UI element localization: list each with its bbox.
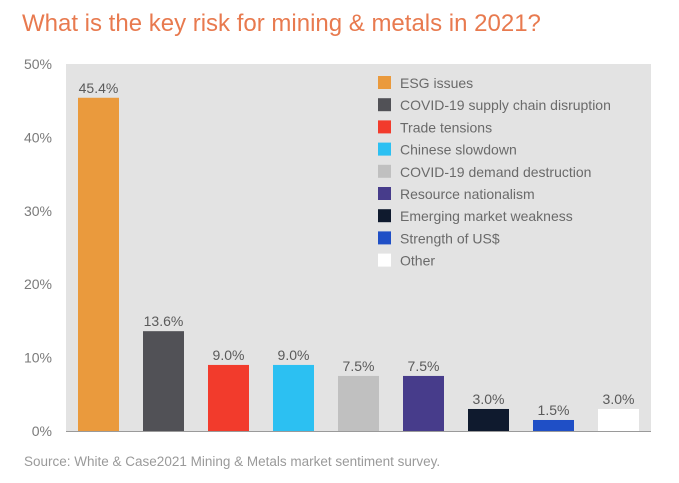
data-label: 45.4% [79, 80, 119, 96]
legend-swatch [378, 76, 391, 89]
y-tick-label: 10% [24, 350, 52, 366]
legend-swatch [378, 209, 391, 223]
legend-label: Resource nationalism [400, 186, 535, 202]
data-label: 1.5% [538, 402, 570, 418]
bar [533, 419, 574, 431]
y-tick-label: 0% [32, 423, 52, 439]
y-tick-label: 50% [24, 56, 52, 72]
legend-label: COVID-19 demand destruction [400, 164, 591, 180]
data-label: 9.0% [213, 347, 245, 363]
legend-label: Other [400, 253, 435, 269]
data-label: 3.0% [473, 391, 505, 407]
data-label: 9.0% [278, 347, 310, 363]
bar [143, 331, 184, 431]
legend-label: Chinese slowdown [400, 142, 517, 158]
y-tick-label: 20% [24, 276, 52, 292]
legend-label: COVID-19 supply chain disruption [400, 97, 611, 113]
y-tick-label: 30% [24, 203, 52, 219]
data-label: 3.0% [603, 391, 635, 407]
legend-label: Emerging market weakness [400, 208, 573, 224]
source-note: Source: White & Case2021 Mining & Metals… [24, 454, 441, 469]
bar [403, 375, 444, 431]
bar [273, 364, 314, 431]
legend-swatch [378, 231, 391, 245]
bar [598, 408, 639, 431]
data-label: 7.5% [408, 358, 440, 374]
legend-swatch [378, 98, 391, 112]
legend-label: Trade tensions [400, 119, 492, 135]
bar [338, 375, 379, 431]
legend-swatch [378, 142, 391, 156]
bar [468, 408, 509, 431]
legend-swatch [378, 120, 391, 134]
legend-swatch [378, 253, 391, 267]
bar [78, 97, 119, 431]
bar [208, 364, 249, 431]
chart-title: What is the key risk for mining & metals… [22, 10, 541, 37]
y-tick-label: 40% [24, 129, 52, 145]
legend-swatch [378, 187, 391, 200]
data-label: 7.5% [343, 358, 375, 374]
bar-chart: 0% 10% 20% 30% 40% 50% 45.4% 13.6% 9.0% 9.0% 7.5% 7… [24, 56, 651, 439]
legend-swatch [378, 164, 391, 178]
legend-label: ESG issues [400, 75, 473, 91]
data-label: 13.6% [144, 313, 184, 329]
legend-label: Strength of US$ [400, 230, 500, 246]
